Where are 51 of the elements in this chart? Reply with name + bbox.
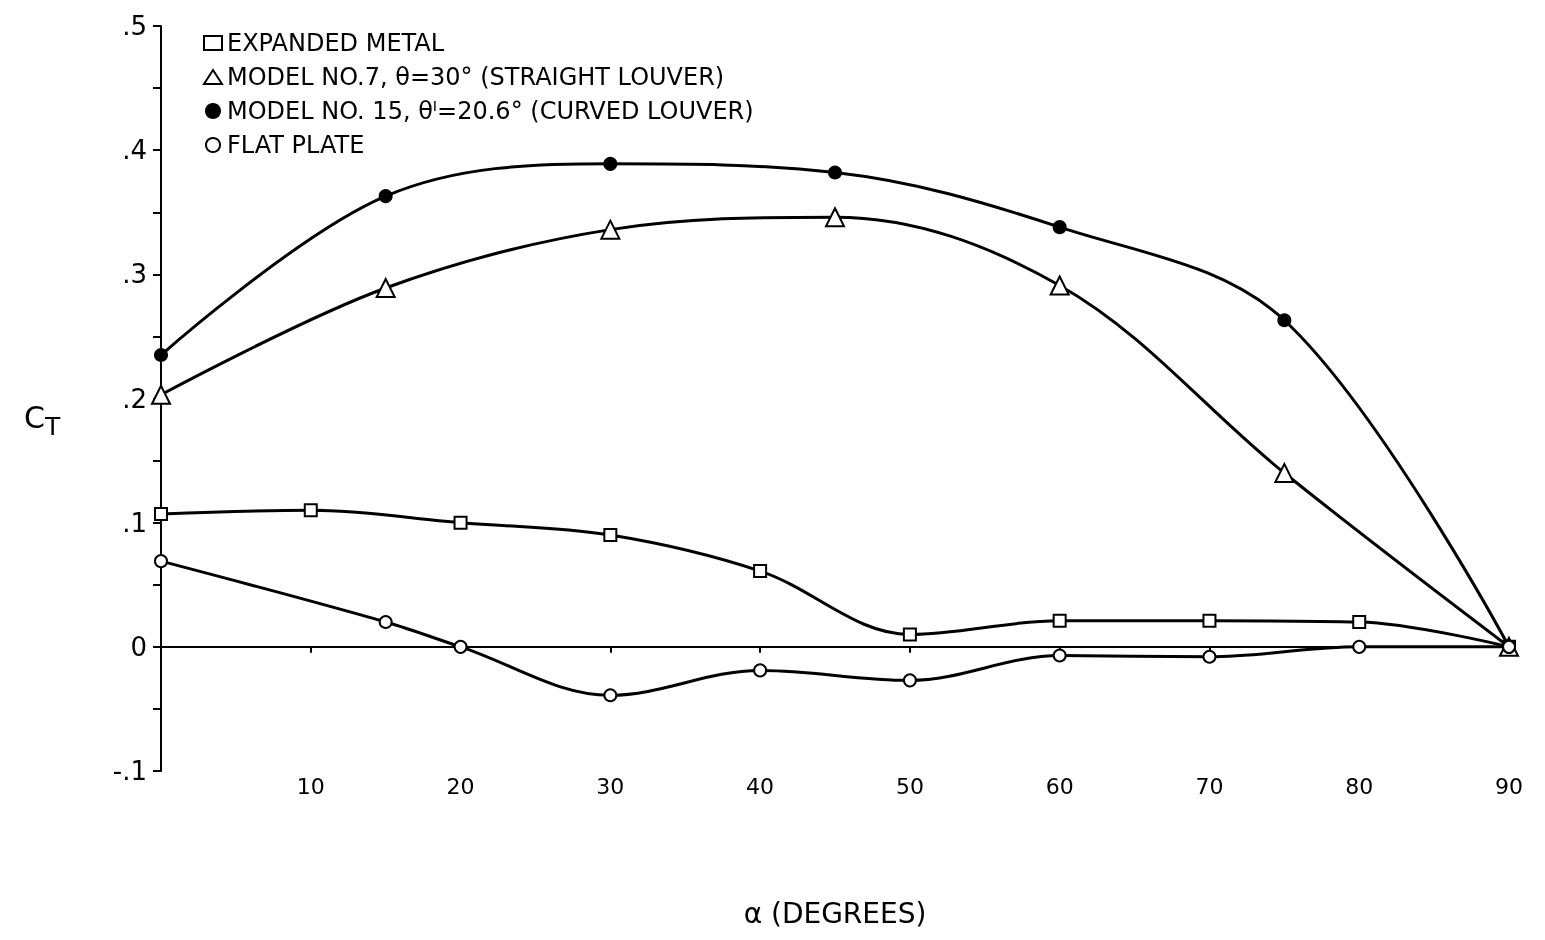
point [825, 207, 845, 228]
point [375, 277, 396, 298]
point [1049, 275, 1070, 296]
point [378, 189, 393, 204]
x-tick-label: 70 [1195, 773, 1224, 799]
point [1052, 613, 1067, 628]
x-tick-label: 50 [895, 773, 924, 799]
x-tick-label: 60 [1045, 773, 1074, 799]
legend-label: EXPANDED METAL [227, 29, 445, 57]
y-tick-label: 0 [130, 631, 147, 662]
point [1274, 463, 1295, 483]
legend-label: FLAT PLATE [227, 131, 365, 159]
point [154, 348, 168, 363]
point [600, 219, 621, 240]
point [1277, 313, 1292, 328]
point [1202, 649, 1217, 664]
point [603, 528, 618, 543]
point [1052, 220, 1067, 235]
point [378, 615, 393, 629]
y-tick-label: .5 [122, 11, 147, 41]
y-tick-label: .1 [122, 507, 147, 538]
point [603, 688, 618, 703]
x-axis-title: α (DEGREES) [743, 896, 927, 930]
point [1202, 613, 1217, 628]
legend-label: MODEL NO.7, θ=30° (STRAIGHT LOUVER) [227, 63, 725, 91]
y-tick-label: -.1 [112, 756, 147, 786]
y-axis-title: C$_{T}$ [24, 400, 61, 441]
point [1052, 648, 1067, 663]
y-tick-label: .2 [122, 383, 147, 414]
x-tick-label: 90 [1495, 773, 1523, 799]
point [154, 506, 168, 521]
point [828, 165, 842, 180]
point [753, 663, 768, 678]
point [151, 384, 171, 405]
point [902, 627, 917, 642]
y-tick-label: .3 [122, 259, 147, 290]
point [753, 564, 768, 579]
point [603, 156, 618, 171]
point [453, 515, 468, 530]
x-tick-label: 20 [446, 773, 475, 799]
point [453, 639, 468, 654]
point [1352, 639, 1367, 654]
point [303, 503, 318, 518]
point [154, 554, 168, 569]
point [1352, 615, 1367, 629]
x-tick-label: 30 [596, 773, 625, 799]
y-tick-label: .4 [122, 135, 147, 166]
x-tick-label: 10 [296, 773, 325, 799]
point [902, 673, 917, 688]
x-tick-label: 40 [746, 773, 775, 799]
x-tick-label: 80 [1345, 773, 1374, 799]
